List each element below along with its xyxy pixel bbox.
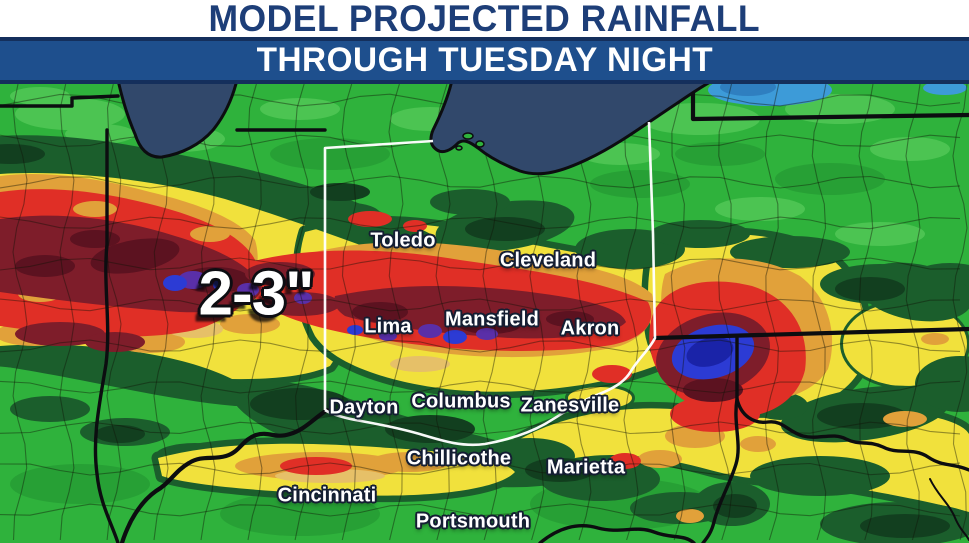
rainfall-svg bbox=[0, 84, 969, 543]
lakes-layer bbox=[117, 84, 710, 176]
rainfall-annotation: 2-3" bbox=[198, 259, 314, 329]
state-borders-layer bbox=[0, 84, 969, 543]
lake-michigan bbox=[117, 84, 238, 159]
ohio-state-border bbox=[323, 121, 657, 447]
rainfall-map: Toledo Cleveland Lima Mansfield Akron Dayton C… bbox=[0, 84, 969, 543]
county-borders-layer bbox=[0, 84, 968, 541]
banner-subtitle: THROUGH TUESDAY NIGHT bbox=[256, 41, 713, 79]
rainfall-shading-layer bbox=[0, 84, 969, 543]
page-title: MODEL PROJECTED RAINFALL bbox=[208, 0, 761, 39]
subtitle-banner: THROUGH TUESDAY NIGHT bbox=[0, 37, 969, 84]
header-bar: MODEL PROJECTED RAINFALL bbox=[0, 0, 969, 37]
